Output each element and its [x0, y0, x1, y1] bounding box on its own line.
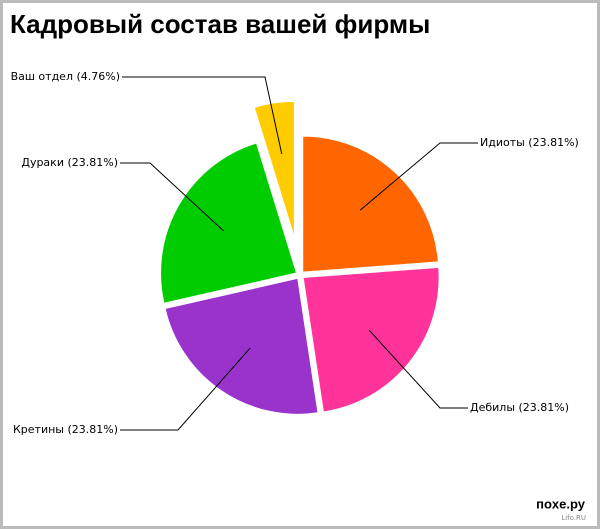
pie-slice	[253, 100, 295, 238]
pie-slice	[302, 266, 440, 413]
leader-line	[120, 347, 251, 431]
slice-label: Кретины (23.81%)	[13, 423, 118, 436]
leader-line	[359, 142, 478, 211]
pie-slice	[164, 277, 319, 415]
leader-line	[122, 76, 283, 155]
leader-line	[368, 329, 468, 409]
slice-label: Дебилы (23.81%)	[470, 401, 569, 414]
slice-label: Идиоты (23.81%)	[480, 136, 579, 149]
slice-label: Ваш отдел (4.76%)	[11, 70, 120, 83]
chart-title: Кадровый состав вашей фирмы	[10, 9, 430, 39]
watermark: Lifo.RU	[561, 514, 586, 522]
slice-label: Дураки (23.81%)	[21, 156, 118, 169]
watermark: поxe.ру	[536, 496, 586, 511]
pie-slice	[160, 142, 298, 304]
pie-slice	[302, 135, 439, 273]
leader-line	[120, 162, 224, 232]
